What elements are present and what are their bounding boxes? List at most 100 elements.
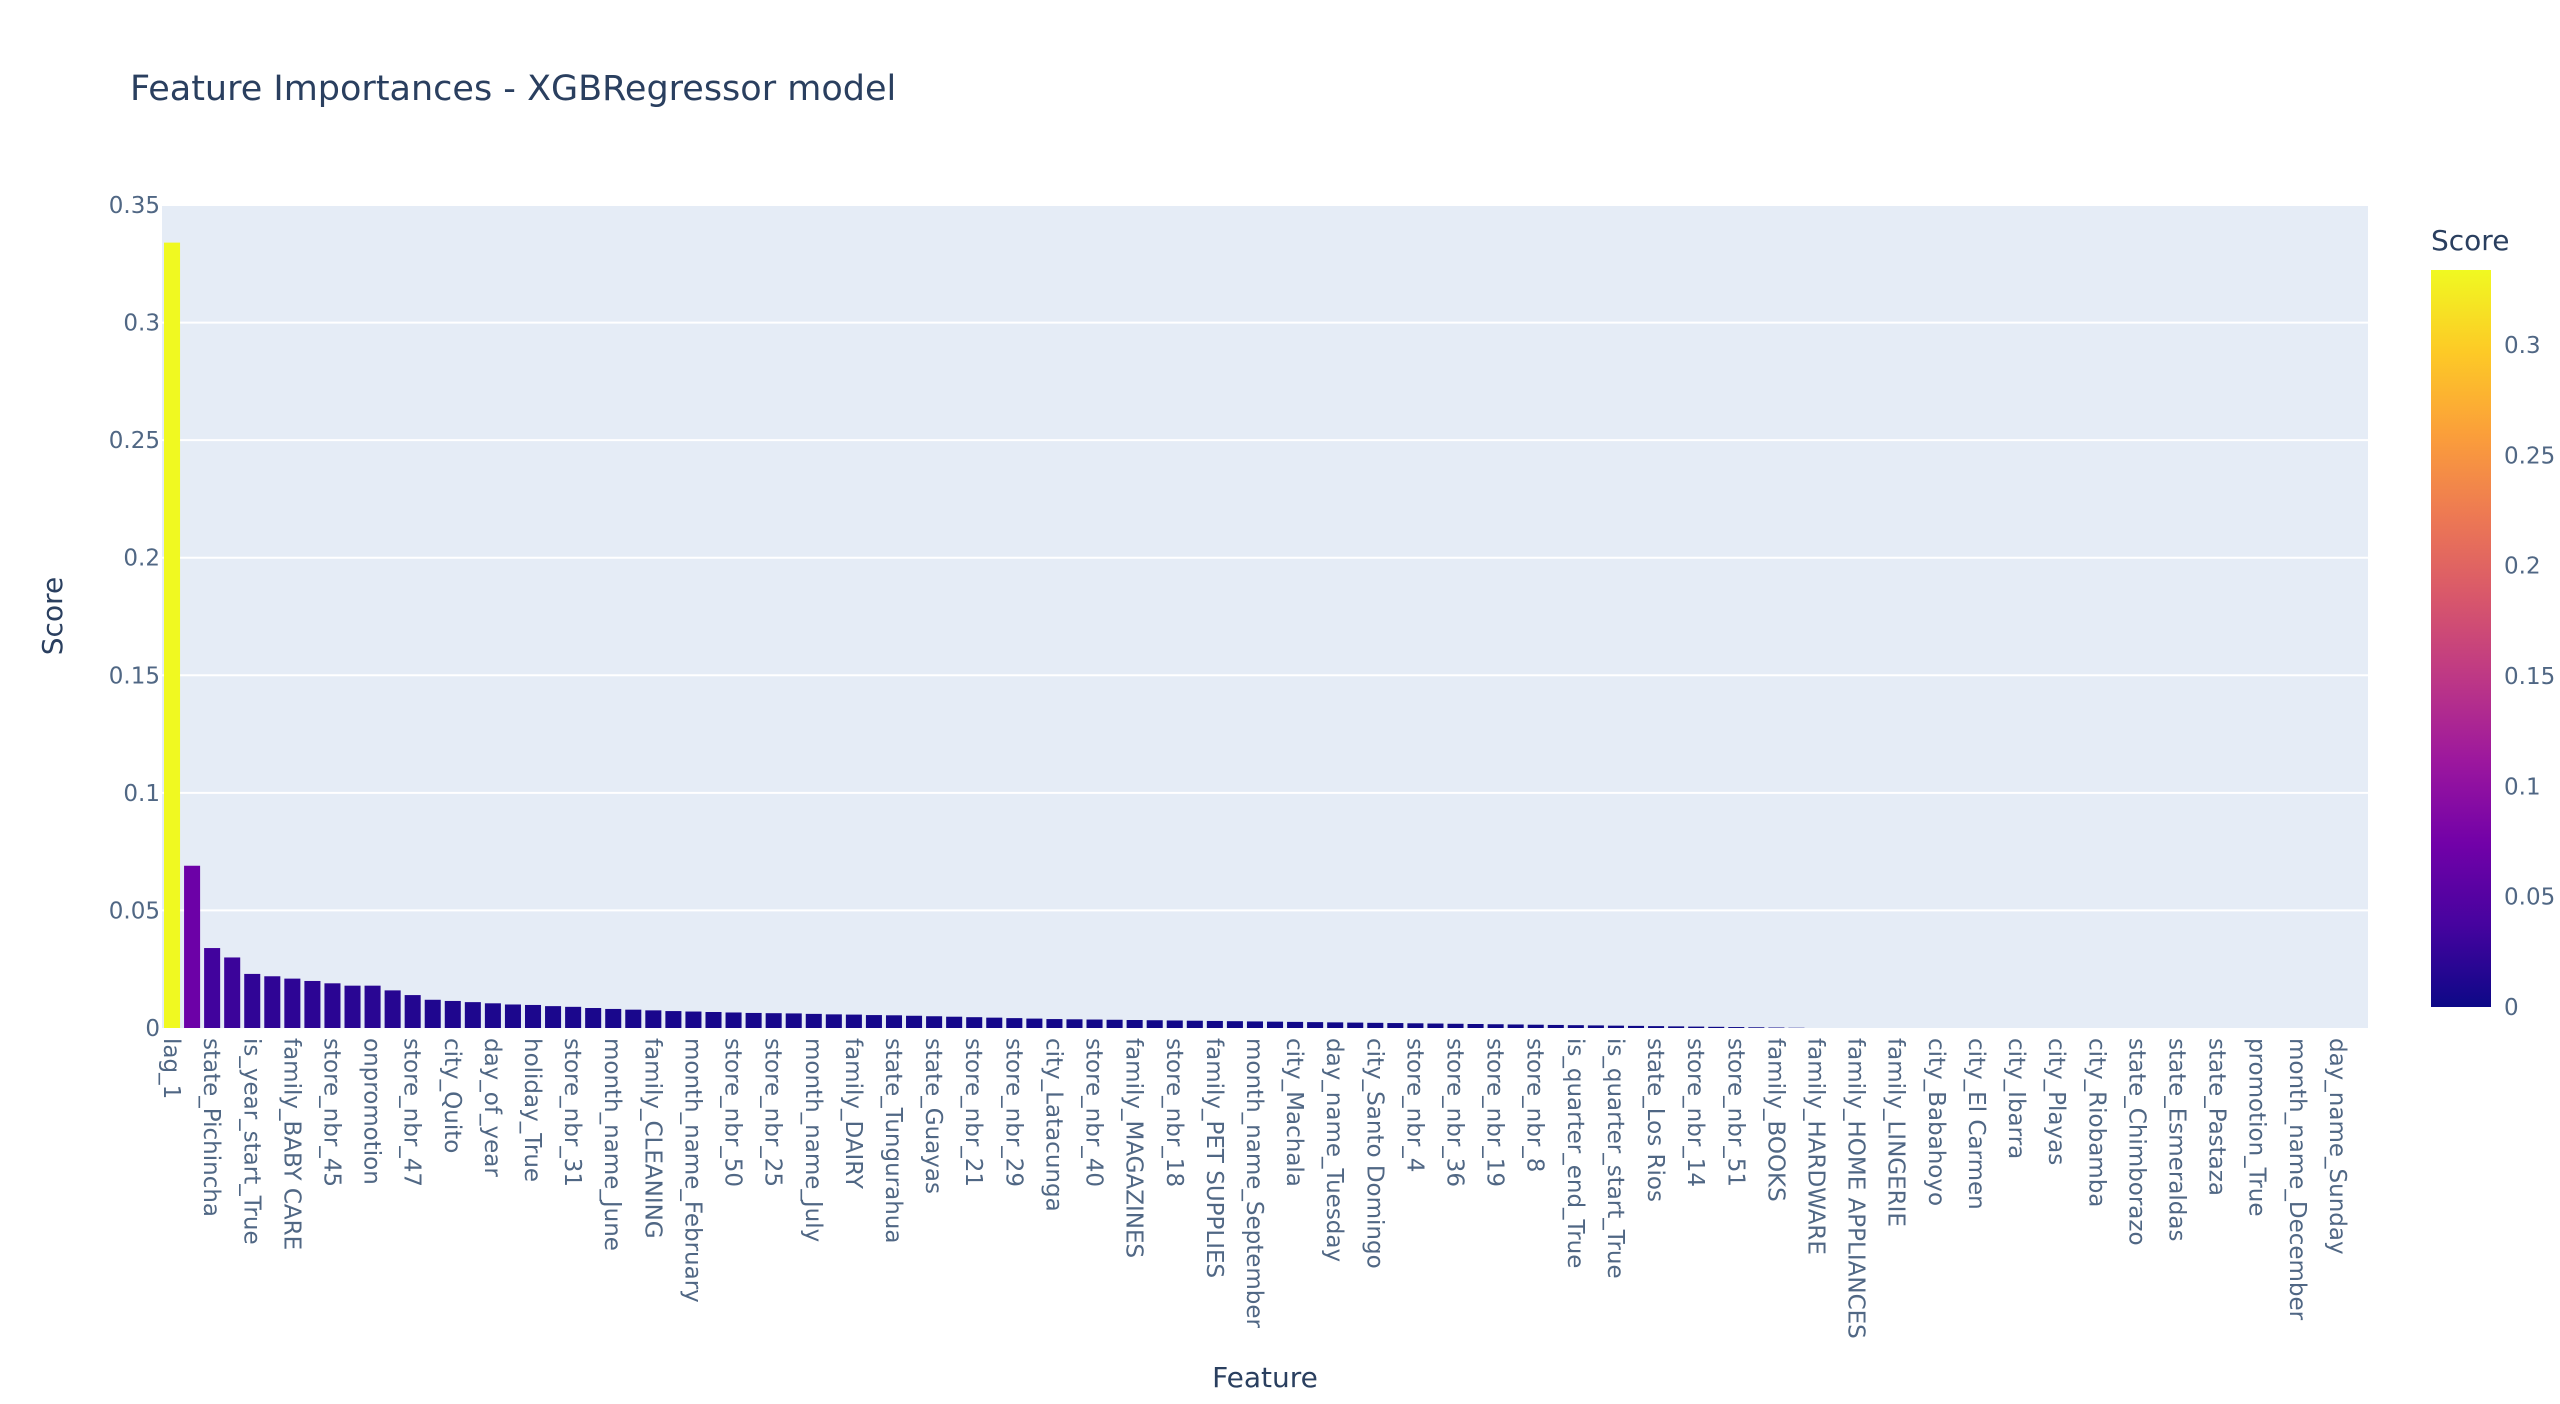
bar[interactable] <box>1568 1025 1584 1028</box>
bar[interactable] <box>525 1005 541 1028</box>
x-tick-label: state_Tungurahua <box>880 1038 906 1243</box>
bar[interactable] <box>1127 1020 1143 1028</box>
bar[interactable] <box>1407 1023 1423 1028</box>
bar[interactable] <box>986 1018 1002 1028</box>
x-tick-label: city_Quito <box>439 1038 465 1153</box>
bar[interactable] <box>866 1015 882 1028</box>
bar[interactable] <box>405 995 421 1028</box>
bar[interactable] <box>1087 1020 1103 1028</box>
bar[interactable] <box>585 1008 601 1028</box>
bar[interactable] <box>324 983 340 1028</box>
bar[interactable] <box>1046 1019 1062 1028</box>
bar[interactable] <box>505 1004 521 1028</box>
x-tick-label: store_nbr_25 <box>760 1038 786 1187</box>
bar[interactable] <box>425 1000 441 1028</box>
bar[interactable] <box>1367 1023 1383 1028</box>
bar[interactable] <box>485 1003 501 1028</box>
bar[interactable] <box>1307 1022 1323 1028</box>
bar[interactable] <box>926 1016 942 1028</box>
bar[interactable] <box>946 1017 962 1028</box>
bar[interactable] <box>1748 1027 1764 1028</box>
bar[interactable] <box>846 1015 862 1028</box>
bar[interactable] <box>345 986 361 1028</box>
bar[interactable] <box>1548 1025 1564 1028</box>
x-tick-label: family_LINGERIE <box>1883 1038 1909 1227</box>
bar[interactable] <box>304 981 320 1028</box>
bar[interactable] <box>665 1011 681 1028</box>
bar[interactable] <box>224 957 240 1028</box>
bar[interactable] <box>1588 1025 1604 1028</box>
bar[interactable] <box>1387 1023 1403 1028</box>
bar[interactable] <box>1207 1021 1223 1028</box>
x-tick-label: store_nbr_8 <box>1522 1038 1548 1172</box>
x-tick-label: promotion_True <box>2244 1038 2270 1217</box>
bar[interactable] <box>1608 1026 1624 1028</box>
bar[interactable] <box>1026 1019 1042 1028</box>
bar[interactable] <box>1147 1020 1163 1028</box>
bar[interactable] <box>1006 1018 1022 1028</box>
bar[interactable] <box>966 1017 982 1028</box>
bar[interactable] <box>746 1013 762 1028</box>
bar[interactable] <box>1247 1021 1263 1028</box>
bar[interactable] <box>1107 1020 1123 1028</box>
bar[interactable] <box>244 974 260 1028</box>
x-tick-label: store_nbr_51 <box>1722 1038 1748 1187</box>
x-tick-label: store_nbr_31 <box>559 1038 585 1187</box>
bar[interactable] <box>685 1012 701 1028</box>
x-tick-label: is_quarter_end_True <box>1562 1038 1588 1268</box>
colorbar-tick-label: 0 <box>2504 995 2519 1021</box>
bar[interactable] <box>1347 1023 1363 1028</box>
bar[interactable] <box>1427 1024 1443 1028</box>
bar[interactable] <box>1327 1022 1343 1028</box>
bar[interactable] <box>365 986 381 1028</box>
bar[interactable] <box>445 1001 461 1028</box>
bar[interactable] <box>1227 1021 1243 1028</box>
bar[interactable] <box>1267 1022 1283 1028</box>
bar[interactable] <box>1488 1024 1504 1028</box>
bar[interactable] <box>906 1016 922 1028</box>
bar[interactable] <box>184 866 200 1028</box>
x-tick-label: state_Pichincha <box>198 1038 224 1217</box>
bar[interactable] <box>1708 1027 1724 1028</box>
bar[interactable] <box>1187 1021 1203 1028</box>
bar[interactable] <box>1668 1026 1684 1028</box>
bar[interactable] <box>465 1002 481 1028</box>
bar[interactable] <box>786 1013 802 1028</box>
y-axis-label: Score <box>36 577 69 655</box>
bar[interactable] <box>1628 1026 1644 1028</box>
bar[interactable] <box>164 243 180 1028</box>
x-tick-label: is_year_start_True <box>238 1038 264 1245</box>
bar[interactable] <box>1508 1024 1524 1028</box>
bar[interactable] <box>645 1010 661 1028</box>
bar[interactable] <box>1688 1027 1704 1028</box>
bar[interactable] <box>726 1012 742 1028</box>
bar[interactable] <box>766 1013 782 1028</box>
bar[interactable] <box>1167 1020 1183 1028</box>
bar[interactable] <box>204 948 220 1028</box>
bar[interactable] <box>1528 1025 1544 1028</box>
bar[interactable] <box>385 990 401 1028</box>
x-tick-label: city_Playas <box>2043 1038 2069 1165</box>
bar[interactable] <box>625 1010 641 1028</box>
colorbar-tick-label: 0.15 <box>2504 664 2555 690</box>
bar[interactable] <box>1287 1022 1303 1028</box>
bar[interactable] <box>1648 1026 1664 1028</box>
bar[interactable] <box>264 976 280 1028</box>
x-tick-label: family_HOME APPLIANCES <box>1843 1038 1869 1339</box>
bar[interactable] <box>1066 1019 1082 1028</box>
bar[interactable] <box>565 1007 581 1028</box>
bar[interactable] <box>284 979 300 1028</box>
bar[interactable] <box>826 1014 842 1028</box>
bar[interactable] <box>605 1009 621 1028</box>
x-tick-label: family_PET SUPPLIES <box>1201 1038 1227 1278</box>
colorbar <box>2431 270 2491 1007</box>
bar[interactable] <box>1448 1024 1464 1028</box>
bar[interactable] <box>1468 1024 1484 1028</box>
bar[interactable] <box>545 1006 561 1028</box>
x-tick-label: month_name_December <box>2284 1038 2310 1321</box>
bar[interactable] <box>886 1015 902 1028</box>
bar[interactable] <box>705 1012 721 1028</box>
bar[interactable] <box>806 1014 822 1028</box>
bar[interactable] <box>1728 1027 1744 1028</box>
